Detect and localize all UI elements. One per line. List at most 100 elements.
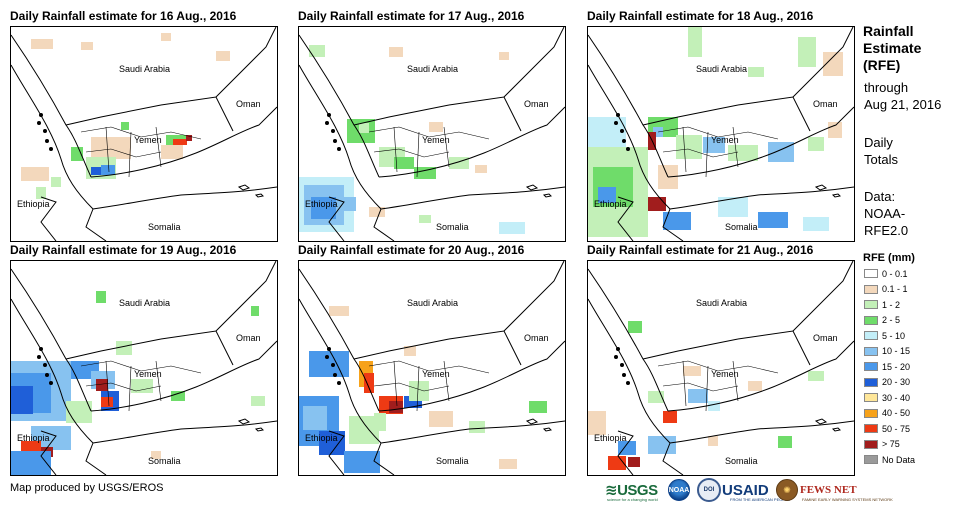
rainfall-patch: [311, 197, 336, 219]
rainfall-map: Saudi Arabia Oman Yemen Ethiopia Somalia: [587, 26, 855, 242]
legend-title-line: (RFE): [863, 57, 901, 73]
legend-swatch: [864, 284, 878, 294]
country-label-somalia: Somalia: [148, 222, 181, 232]
red-sea-island: [331, 129, 335, 133]
red-sea-island: [337, 147, 341, 151]
rainfall-patch: [364, 373, 374, 393]
legend-class: 10 - 15: [864, 346, 910, 357]
rainfall-patch: [369, 207, 385, 217]
rainfall-patch: [499, 222, 525, 234]
legend-label: 20 - 30: [882, 377, 911, 387]
red-sea-island: [325, 355, 329, 359]
saudi-yemen-border-west: [65, 104, 162, 126]
legend-swatch: [864, 300, 878, 309]
rainfall-patch: [414, 167, 436, 179]
rainfall-patch: [419, 215, 431, 223]
fews-net-emblem-icon: ✺: [776, 479, 798, 501]
rainfall-panel-20-aug: Daily Rainfall estimate for 20 Aug., 201…: [298, 242, 578, 484]
red-sea-island: [620, 363, 624, 367]
legend-title-line: Rainfall: [863, 23, 914, 39]
panel-title: Daily Rainfall estimate for 19 Aug., 201…: [10, 243, 237, 257]
usaid-logo-text: USAID: [722, 481, 769, 499]
ethiopia-border: [40, 196, 57, 241]
country-label-saudi-arabia: Saudi Arabia: [119, 64, 170, 74]
saudi-oman-border: [792, 261, 854, 332]
rainfall-patch: [718, 197, 748, 217]
island-outline: [814, 418, 842, 432]
ethiopia-border: [40, 430, 57, 475]
governorate-boundary: [662, 382, 739, 392]
legend-label: No Data: [882, 454, 916, 465]
rainfall-patch: [499, 52, 509, 60]
country-label-somalia: Somalia: [148, 456, 181, 466]
legend-swatch: [864, 315, 878, 325]
country-label-ethiopia: Ethiopia: [594, 199, 627, 209]
legend-class: 1 - 2: [864, 299, 900, 310]
red-sea-island: [626, 381, 630, 385]
country-label-ethiopia: Ethiopia: [305, 199, 338, 209]
rainfall-patch: [303, 406, 327, 430]
rainfall-patch: [21, 167, 49, 181]
legend-swatch: [864, 331, 878, 340]
rainfall-patch: [131, 379, 153, 393]
legend-label: 10 - 15: [882, 346, 911, 356]
rainfall-map: Saudi Arabia Oman Yemen Ethiopia Somalia: [298, 260, 566, 476]
legend-swatch: [864, 362, 878, 371]
governorate-boundary: [85, 148, 162, 158]
rainfall-patch: [628, 321, 642, 333]
rainfall-patch: [91, 137, 131, 159]
rainfall-patch: [309, 45, 325, 57]
red-sea-island: [37, 121, 41, 125]
gulf-of-aden-north-coast: [667, 340, 854, 412]
governorate-boundary: [105, 360, 162, 412]
saudi-oman-border: [792, 27, 854, 98]
rainfall-patch: [748, 67, 764, 77]
panel-title: Daily Rainfall estimate for 21 Aug., 201…: [587, 243, 814, 257]
saudi-yemen-border-west: [65, 338, 162, 360]
saudi-yemen-border: [737, 330, 811, 366]
legend-class: 0.1 - 1: [864, 284, 908, 295]
governorate-boundary: [80, 360, 202, 374]
gulf-of-aden-south-coast: [380, 420, 565, 444]
country-label-somalia: Somalia: [436, 222, 469, 232]
country-label-saudi-arabia: Saudi Arabia: [696, 298, 747, 308]
red-sea-coast-arabia: [11, 34, 92, 178]
rainfall-patch: [808, 371, 824, 381]
rainfall-patch: [429, 411, 453, 427]
rainfall-panel-16-aug: Daily Rainfall estimate for 16 Aug., 201…: [10, 8, 290, 250]
rainfall-patch: [798, 37, 816, 67]
country-label-yemen: Yemen: [711, 369, 739, 379]
rainfall-map: Saudi Arabia Oman Yemen Ethiopia Somalia: [10, 260, 278, 476]
map-canvas: Saudi Arabia Oman Yemen Ethiopia Somalia: [588, 27, 854, 241]
red-sea-island: [45, 139, 49, 143]
red-sea-coast-arabia: [588, 34, 669, 178]
legend-label: 40 - 50: [882, 408, 911, 418]
rainfall-patch: [251, 396, 265, 406]
red-sea-island: [327, 347, 331, 351]
governorate-boundary: [85, 382, 162, 392]
rainfall-patch: [91, 167, 101, 175]
country-label-yemen: Yemen: [134, 135, 162, 145]
rainfall-patch: [663, 411, 677, 423]
country-label-saudi-arabia: Saudi Arabia: [119, 298, 170, 308]
governorate-boundary: [105, 126, 162, 178]
legend-date: Aug 21, 2016: [864, 97, 942, 112]
rainfall-map: Saudi Arabia Oman Yemen Ethiopia Somalia: [10, 26, 278, 242]
fews-net-logo-text: FEWS NET: [800, 484, 857, 496]
legend-swatch: [864, 377, 878, 387]
somalia-border: [662, 442, 684, 475]
country-label-somalia: Somalia: [436, 456, 469, 466]
country-label-oman: Oman: [236, 99, 261, 109]
legend-label: 50 - 75: [882, 423, 911, 434]
rainfall-patch: [828, 122, 842, 138]
usgs-tagline: science for a changing world: [607, 497, 658, 502]
gulf-of-aden-south-coast: [92, 186, 277, 210]
country-label-oman: Oman: [813, 99, 838, 109]
rainfall-patch: [618, 441, 636, 455]
country-label-yemen: Yemen: [134, 369, 162, 379]
rainfall-patch: [173, 139, 187, 145]
red-sea-island: [626, 147, 630, 151]
legend-label: 15 - 20: [882, 361, 911, 372]
rainfall-map: Saudi Arabia Oman Yemen Ethiopia Somalia: [298, 26, 566, 242]
country-label-ethiopia: Ethiopia: [305, 433, 338, 443]
